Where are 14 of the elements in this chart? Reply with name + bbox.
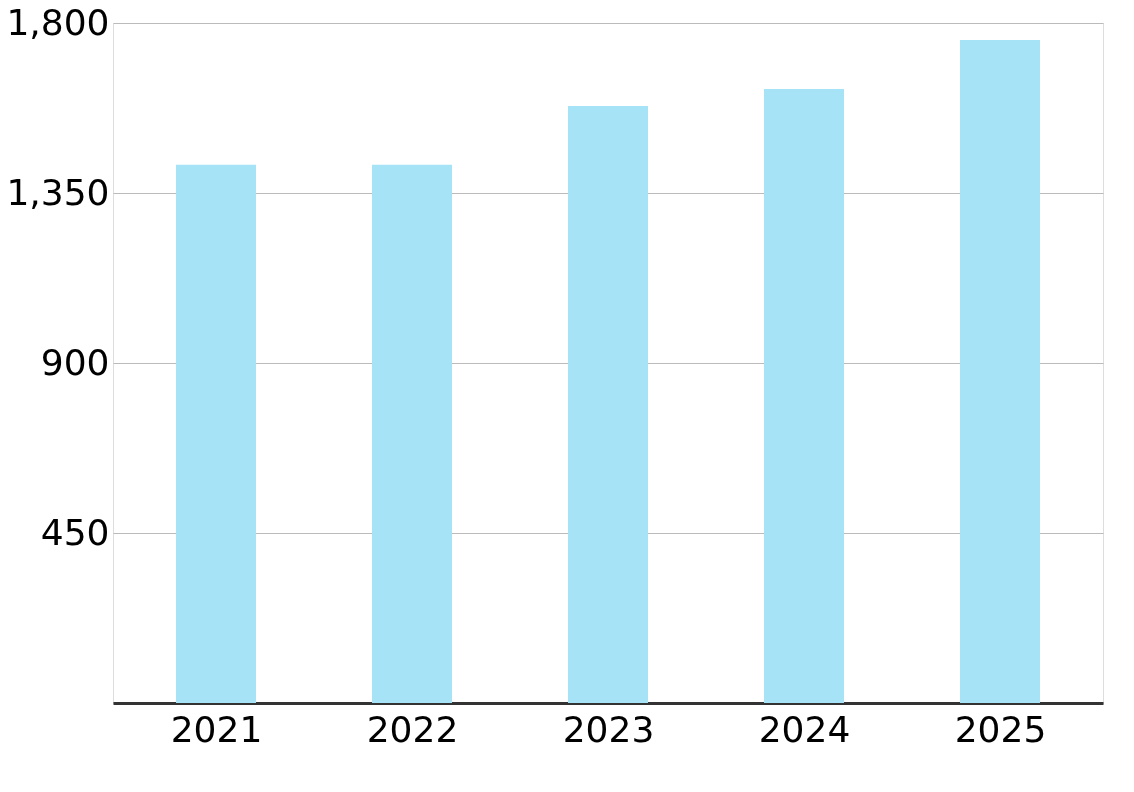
bar [568, 106, 648, 703]
y-tick-label: 450 [40, 511, 110, 553]
y-tick-label: 900 [40, 341, 110, 383]
x-tick-label: 2022 [366, 708, 459, 750]
bar [764, 89, 844, 703]
x-tick-label: 2021 [170, 708, 263, 750]
y-tick-label: 1,800 [6, 1, 110, 43]
bar [176, 164, 256, 703]
bar [960, 40, 1040, 703]
x-tick-label: 2023 [562, 708, 655, 750]
x-tick-label: 2025 [954, 708, 1047, 750]
y-tick-label: 1,350 [6, 171, 110, 213]
x-tick-label: 2024 [758, 708, 851, 750]
bar [372, 164, 452, 703]
